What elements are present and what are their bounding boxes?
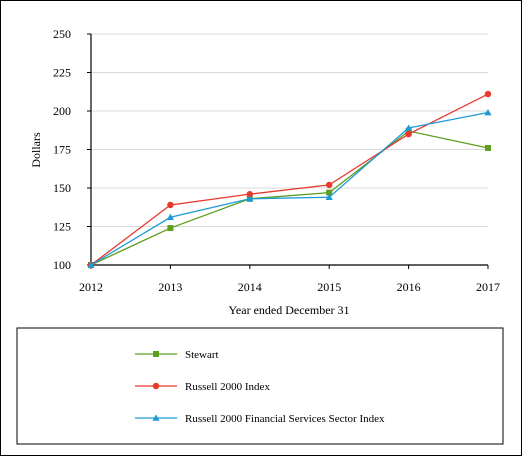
series-line xyxy=(90,130,489,266)
y-tick-labels: 100 125 150 175 200 225 250 xyxy=(53,27,91,272)
gridlines xyxy=(91,33,488,227)
legend-label: Russell 2000 Financial Services Sector I… xyxy=(185,413,385,425)
data-point xyxy=(246,190,253,198)
data-point xyxy=(87,261,95,268)
legend-label: Stewart xyxy=(185,349,219,361)
x-tick-label: 2014 xyxy=(238,280,262,294)
x-tick-label: 2012 xyxy=(79,280,103,294)
y-tick-label: 225 xyxy=(53,66,71,80)
legend-swatch-marker xyxy=(153,351,159,357)
data-point xyxy=(405,124,413,131)
data-point xyxy=(484,108,492,116)
y-tick-label: 100 xyxy=(53,258,71,272)
legend-item: Russell 2000 Financial Services Sector I… xyxy=(135,413,385,425)
legend-item: Russell 2000 Index xyxy=(135,381,270,393)
legend-item: Stewart xyxy=(135,349,219,361)
series-line xyxy=(90,93,489,266)
legend-label: Russell 2000 Index xyxy=(185,381,270,393)
x-axis-title: Year ended December 31 xyxy=(228,303,349,317)
series xyxy=(87,90,492,269)
series-2 xyxy=(87,108,492,268)
x-tick-label: 2015 xyxy=(317,280,341,294)
data-point xyxy=(326,189,333,196)
x-tick-label: 2017 xyxy=(476,280,500,294)
y-tick-label: 150 xyxy=(53,181,71,195)
x-tick-label: 2016 xyxy=(397,280,421,294)
y-tick-label: 200 xyxy=(53,104,71,118)
data-point xyxy=(167,225,174,232)
y-tick-label: 125 xyxy=(53,220,71,234)
data-point xyxy=(485,144,491,151)
data-point xyxy=(484,90,492,98)
series-1 xyxy=(87,90,492,269)
data-point xyxy=(405,130,412,138)
legend-swatch-marker xyxy=(152,382,160,390)
legend-swatch-marker xyxy=(152,414,160,421)
y-tick-label: 175 xyxy=(53,143,71,157)
legend: Stewart Russell 2000 Index Russell 2000 Fi… xyxy=(135,349,385,425)
y-axis-title: Dollars xyxy=(29,132,43,168)
x-tick-labels: 2012 2013 2014 2015 2016 2017 xyxy=(79,265,500,294)
data-point xyxy=(326,181,333,189)
data-point xyxy=(246,195,254,202)
x-tick-label: 2013 xyxy=(158,280,182,294)
series-line xyxy=(90,111,489,266)
data-point xyxy=(166,213,174,221)
y-tick-label: 250 xyxy=(53,27,71,41)
data-point xyxy=(167,201,174,209)
legend-box xyxy=(16,327,504,445)
data-point xyxy=(325,193,333,201)
